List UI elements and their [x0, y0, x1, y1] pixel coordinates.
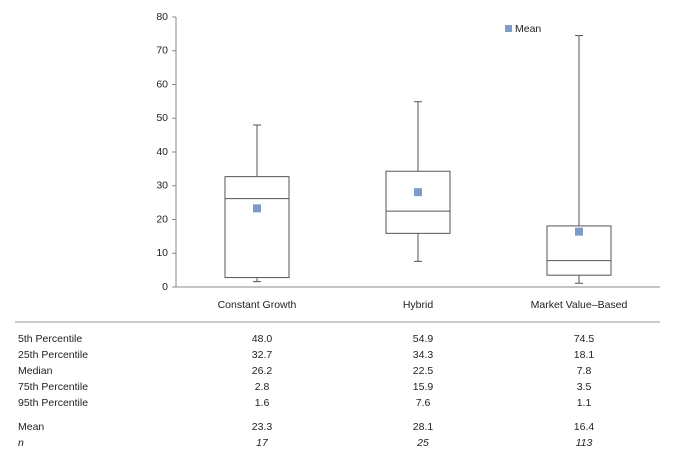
row-label: Median [18, 365, 53, 377]
mean-marker [414, 188, 422, 197]
table-cell: 23.3 [252, 421, 273, 433]
mean-marker [575, 227, 583, 236]
row-label: 95th Percentile [18, 397, 88, 409]
table-cell: 16.4 [574, 421, 595, 433]
y-tick-label: 10 [156, 247, 168, 259]
y-tick-label: 0 [162, 281, 168, 293]
y-tick-label: 50 [156, 112, 168, 124]
table-cell: 54.9 [413, 333, 434, 345]
y-tick-label: 70 [156, 45, 168, 57]
legend-label: Mean [515, 23, 541, 35]
table-cell: 17 [256, 437, 269, 449]
table-cell: 15.9 [413, 381, 434, 393]
table-cell: 74.5 [574, 333, 595, 345]
table-cell: 2.8 [255, 381, 270, 393]
row-label: 75th Percentile [18, 381, 88, 393]
table-cell: 113 [576, 437, 593, 449]
table-cell: 32.7 [252, 349, 273, 361]
x-tick-label: Hybrid [403, 299, 434, 311]
y-tick-label: 40 [156, 146, 168, 158]
table-cell: 26.2 [252, 365, 273, 377]
table-cell: 48.0 [252, 333, 273, 345]
y-tick-label: 20 [156, 213, 168, 225]
mean-marker [253, 204, 261, 213]
table-cell: 1.1 [577, 397, 592, 409]
y-tick-label: 80 [156, 11, 168, 23]
row-label: Mean [18, 421, 44, 433]
row-label: 25th Percentile [18, 349, 88, 361]
x-tick-label: Market Value–Based [531, 299, 628, 311]
legend-swatch [505, 25, 512, 32]
table-cell: 3.5 [577, 381, 592, 393]
table-cell: 7.8 [577, 365, 592, 377]
row-label: 5th Percentile [18, 333, 82, 345]
table-cell: 7.6 [416, 397, 431, 409]
table-cell: 22.5 [413, 365, 434, 377]
table-cell: 1.6 [255, 397, 270, 409]
table-cell: 34.3 [413, 349, 434, 361]
x-tick-label: Constant Growth [218, 299, 297, 311]
y-tick-label: 60 [156, 78, 168, 90]
y-tick-label: 30 [156, 180, 168, 192]
table-cell: 18.1 [574, 349, 595, 361]
box [385, 170, 451, 234]
table-cell: 25 [416, 437, 429, 449]
row-label: n [18, 437, 24, 449]
table-cell: 28.1 [413, 421, 434, 433]
box [224, 176, 290, 279]
